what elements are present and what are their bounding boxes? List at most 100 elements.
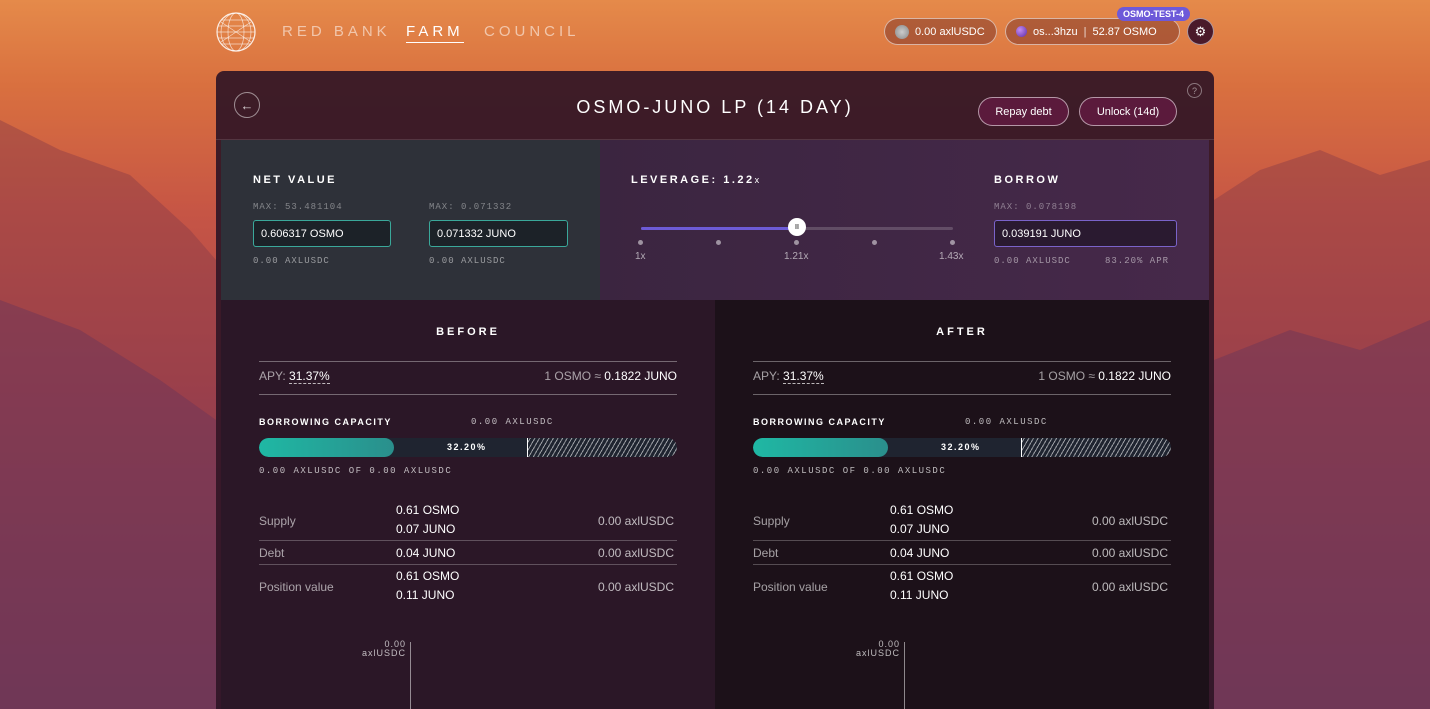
apy-row: APY: 31.37% 1 OSMO ≈ 0.1822 JUNO: [259, 369, 677, 384]
nav-council[interactable]: COUNCIL: [484, 23, 580, 40]
wallet-pill[interactable]: os...3hzu | 52.87 OSMO: [1005, 18, 1180, 45]
borrow-usd-value: 0.00 AXLUSDC: [994, 256, 1071, 266]
row-divider: [753, 564, 1171, 565]
leverage-slider-thumb[interactable]: II: [788, 218, 806, 236]
unlock-button[interactable]: Unlock (14d): [1079, 97, 1177, 126]
borrowing-capacity-limit: [1021, 438, 1171, 457]
divider: [259, 361, 677, 362]
borrowing-capacity-bar: 32.20%: [753, 438, 1171, 457]
position-usd: 0.00 axlUSDC: [597, 580, 674, 594]
osmo-amount-input[interactable]: 0.606317 OSMO: [253, 220, 391, 247]
debt-usd: 0.00 axlUSDC: [597, 546, 674, 560]
net-value-panel: NET VALUE MAX: 53.481104 0.606317 OSMO 0…: [221, 140, 600, 300]
rate-prefix: 1 OSMO ≈: [544, 369, 605, 383]
borrowing-capacity-pct: 32.20%: [941, 442, 981, 452]
debt-label: Debt: [259, 546, 285, 560]
position-usd: 0.00 axlUSDC: [1091, 580, 1168, 594]
slider-step-dot[interactable]: [638, 240, 643, 245]
borrowing-capacity-of: 0.00 AXLUSDC OF 0.00 AXLUSDC: [753, 466, 947, 476]
network-badge: OSMO-TEST-4: [1117, 7, 1191, 21]
nav-farm[interactable]: FARM: [406, 23, 464, 43]
divider: [259, 394, 677, 395]
settings-button[interactable]: ⚙: [1187, 18, 1214, 45]
position-value-row: Position value 0.61 OSMO 0.11 JUNO 0.00 …: [753, 569, 1171, 609]
help-icon[interactable]: ?: [1187, 83, 1202, 98]
apy-row: APY: 31.37% 1 OSMO ≈ 0.1822 JUNO: [753, 369, 1171, 384]
supply-usd: 0.00 axlUSDC: [1091, 514, 1168, 528]
osmo-max-label: MAX: 53.481104: [253, 202, 343, 212]
leverage-label: LEVERAGE: 1.22x: [631, 174, 760, 186]
before-title: BEFORE: [436, 326, 500, 338]
supply-label: Supply: [259, 514, 296, 528]
debt-usd: 0.00 axlUSDC: [1091, 546, 1168, 560]
borrowing-capacity-label: BORROWING CAPACITY: [259, 417, 392, 427]
juno-usd-value: 0.00 AXLUSDC: [429, 256, 506, 266]
position-juno: 0.11 JUNO: [890, 588, 949, 602]
top-navigation: RED BANK FARM COUNCIL 0.00 axlUSDC os...…: [0, 0, 1430, 64]
repay-debt-button[interactable]: Repay debt: [978, 97, 1069, 126]
debt-juno: 0.04 JUNO: [396, 546, 456, 560]
divider: [753, 361, 1171, 362]
net-value-label: NET VALUE: [253, 174, 338, 186]
row-divider: [753, 540, 1171, 541]
osmo-usd-value: 0.00 AXLUSDC: [253, 256, 330, 266]
wallet-balance: 52.87 OSMO: [1092, 25, 1157, 38]
divider: [753, 394, 1171, 395]
before-panel: BEFORE APY: 31.37% 1 OSMO ≈ 0.1822 JUNO …: [221, 300, 715, 709]
debt-row: Debt 0.04 JUNO 0.00 axlUSDC: [259, 546, 677, 564]
borrowing-capacity-label: BORROWING CAPACITY: [753, 417, 886, 427]
debt-juno: 0.04 JUNO: [890, 546, 950, 560]
slider-step-dot[interactable]: [950, 240, 955, 245]
chart-axis-unit: axlUSDC: [855, 648, 900, 658]
debt-row: Debt 0.04 JUNO 0.00 axlUSDC: [753, 546, 1171, 564]
borrowing-capacity-pct: 32.20%: [447, 442, 487, 452]
chart-axis: [904, 642, 905, 709]
mars-logo-icon[interactable]: [216, 12, 256, 52]
wallet-separator: |: [1083, 25, 1087, 38]
row-divider: [259, 564, 677, 565]
balance-pill-text: 0.00 axlUSDC: [915, 25, 985, 38]
gear-icon: ⚙: [1194, 23, 1207, 39]
apy-label: APY:: [753, 369, 784, 383]
borrow-apr: 83.20% APR: [1105, 256, 1170, 266]
borrowing-capacity-amount: 0.00 AXLUSDC: [471, 417, 554, 427]
supply-label: Supply: [753, 514, 790, 528]
wallet-address: os...3hzu: [1033, 25, 1078, 38]
apy-value[interactable]: 31.37%: [289, 369, 330, 384]
apy-label: APY:: [259, 369, 290, 383]
position-value-label: Position value: [753, 580, 828, 594]
position-juno: 0.11 JUNO: [396, 588, 455, 602]
position-value-label: Position value: [259, 580, 334, 594]
balance-pill[interactable]: 0.00 axlUSDC: [884, 18, 997, 45]
nav-red-bank[interactable]: RED BANK: [282, 23, 391, 40]
rate-value: 0.1822 JUNO: [1098, 369, 1171, 383]
slider-step-dot[interactable]: [716, 240, 721, 245]
after-title: AFTER: [936, 326, 988, 338]
chart-axis: [410, 642, 411, 709]
borrowing-capacity-limit: [527, 438, 677, 457]
juno-max-label: MAX: 0.071332: [429, 202, 513, 212]
borrow-amount-input[interactable]: 0.039191 JUNO: [994, 220, 1177, 247]
exchange-rate: 1 OSMO ≈ 0.1822 JUNO: [1038, 369, 1171, 383]
juno-amount-input[interactable]: 0.071332 JUNO: [429, 220, 568, 247]
borrowing-capacity-bar: 32.20%: [259, 438, 677, 457]
apy-value[interactable]: 31.37%: [783, 369, 824, 384]
borrow-max-label: MAX: 0.078198: [994, 202, 1078, 212]
osmo-coin-icon: [1016, 26, 1027, 37]
page-title: OSMO-JUNO LP (14 DAY): [576, 97, 854, 117]
leverage-borrow-panel: LEVERAGE: 1.22x II 1x 1.21x 1.43x BORROW…: [600, 140, 1209, 300]
supply-juno: 0.07 JUNO: [396, 522, 456, 536]
back-button[interactable]: ←: [234, 92, 260, 118]
supply-juno: 0.07 JUNO: [890, 522, 950, 536]
supply-osmo: 0.61 OSMO: [890, 503, 954, 517]
borrowing-capacity-fill: [753, 438, 888, 457]
leverage-slider-fill: [641, 227, 797, 230]
slider-step-dot[interactable]: [872, 240, 877, 245]
chart-axis-label: 0.00 axlUSDC: [351, 640, 406, 658]
slider-mark-max: 1.43x: [939, 251, 964, 262]
supply-row: Supply 0.61 OSMO 0.07 JUNO 0.00 axlUSDC: [259, 503, 677, 543]
slider-step-dot[interactable]: [794, 240, 799, 245]
farm-position-card: ← OSMO-JUNO LP (14 DAY) Repay debt Unloc…: [216, 71, 1214, 709]
supply-osmo: 0.61 OSMO: [396, 503, 460, 517]
